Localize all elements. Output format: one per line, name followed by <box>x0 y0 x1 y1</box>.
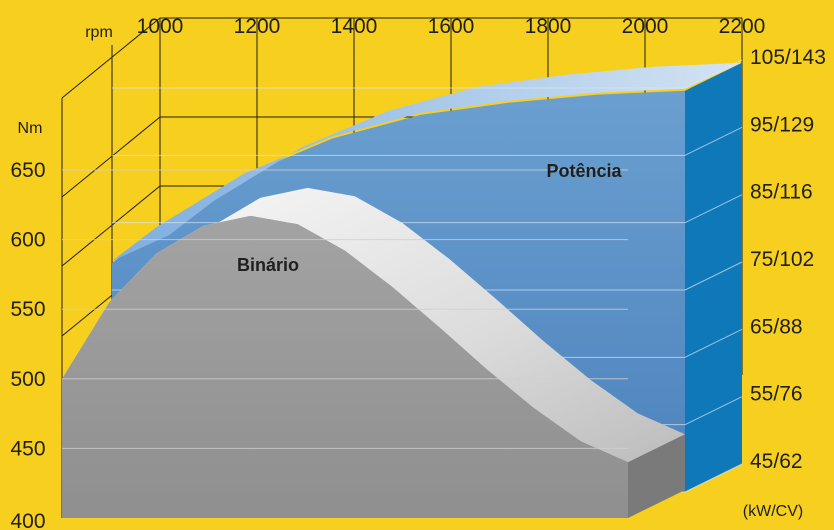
power-tick-6: 105/143 <box>750 46 826 69</box>
side-grid-line-2 <box>61 185 161 267</box>
torque-side-face <box>628 434 685 518</box>
power-top-ribbon <box>112 62 742 262</box>
torque-unit-label: Nm <box>18 120 43 137</box>
power-side-gridline-6 <box>684 59 743 89</box>
torque-front-face <box>62 215 628 518</box>
x-unit-label: rpm <box>85 24 113 41</box>
x-axis-ticks: rpm 1000 1200 1400 1600 1800 2000 2200 <box>85 15 765 41</box>
torque-tick-500: 500 <box>10 368 45 391</box>
power-axis-ticks: 45/62 55/76 65/88 75/102 85/116 95/129 105/143… <box>743 46 826 520</box>
torque-tick-450: 450 <box>10 437 45 460</box>
torque-tick-550: 550 <box>10 298 45 321</box>
x-tick-1000: 1000 <box>137 15 184 38</box>
power-unit-label: (kW/CV) <box>743 503 803 520</box>
power-side-gridline-0 <box>684 463 743 493</box>
x-tick-1600: 1600 <box>428 15 475 38</box>
x-tick-1200: 1200 <box>234 15 281 38</box>
torque-top-rim <box>62 187 685 463</box>
torque-tick-400: 400 <box>10 510 45 530</box>
power-tick-3: 75/102 <box>750 248 814 271</box>
power-tick-5: 95/129 <box>750 113 814 136</box>
power-side-gridline-1 <box>684 396 743 426</box>
side-grid-line-1 <box>61 116 161 198</box>
power-side-gridline-2 <box>684 328 743 358</box>
side-grid-line-0 <box>61 17 161 99</box>
torque-tick-650: 650 <box>10 159 45 182</box>
power-tick-0: 45/62 <box>750 450 803 473</box>
power-tick-2: 65/88 <box>750 315 803 338</box>
torque-series-label: Binário <box>237 255 299 275</box>
power-side-gridline-5 <box>684 126 743 156</box>
power-side-gridline-4 <box>684 194 743 224</box>
x-tick-2000: 2000 <box>622 15 669 38</box>
power-tick-4: 85/116 <box>750 181 813 204</box>
labels: Potência Binário <box>237 161 623 275</box>
torque-area <box>62 169 685 518</box>
torque-tick-600: 600 <box>10 229 45 252</box>
torque-axis-ticks: Nm 400 450 500 550 600 650 <box>10 120 45 530</box>
x-tick-1800: 1800 <box>525 15 572 38</box>
x-tick-2200: 2200 <box>719 15 766 38</box>
power-side-face <box>685 62 742 493</box>
x-tick-1400: 1400 <box>331 15 378 38</box>
power-side-gridline-3 <box>684 261 743 291</box>
power-series-label: Potência <box>546 161 622 181</box>
power-tick-1: 55/76 <box>750 383 803 406</box>
